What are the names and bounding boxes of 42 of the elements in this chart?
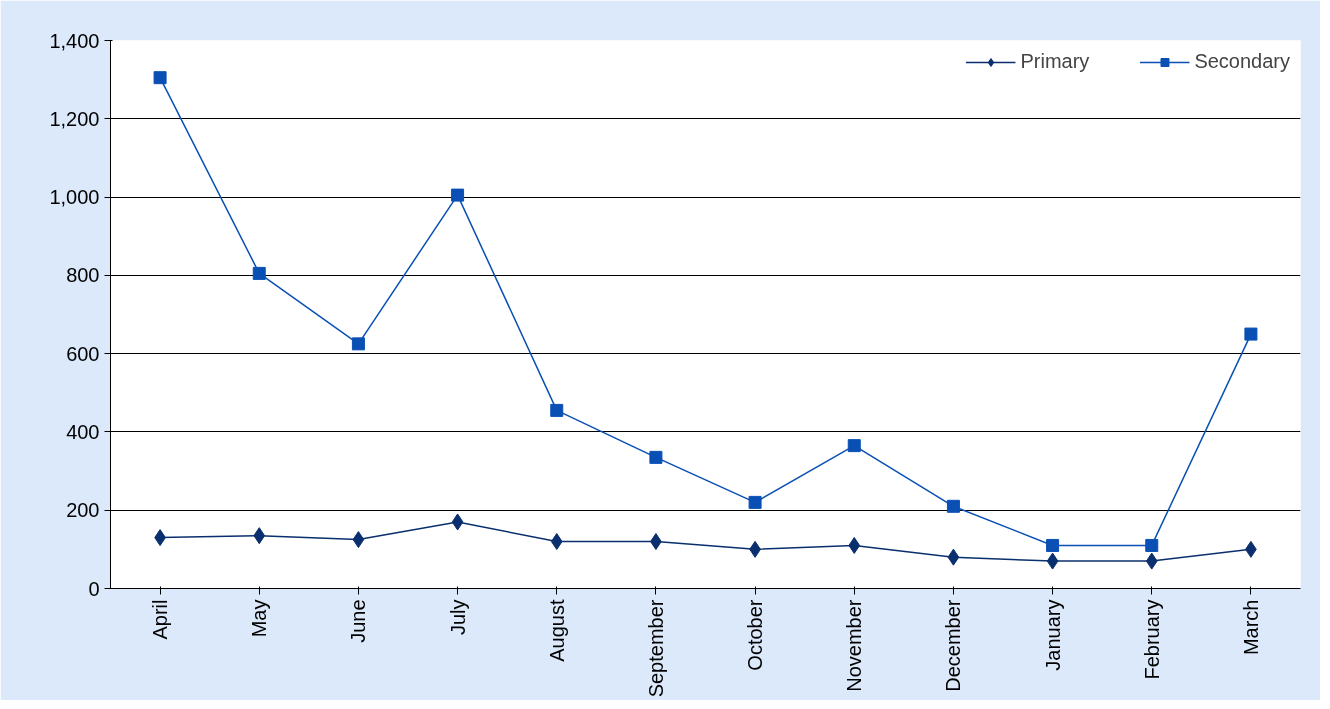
x-tick-label: April: [149, 599, 172, 640]
y-tick-label: 1,400: [49, 29, 100, 52]
y-tick-label: 0: [88, 577, 100, 600]
point: [947, 548, 960, 566]
point: [253, 527, 266, 545]
point: [451, 188, 465, 202]
point: [451, 513, 464, 531]
x-tick-label: January: [1041, 599, 1064, 671]
point: [550, 403, 564, 417]
point: [550, 533, 563, 551]
x-tick-label: November: [843, 599, 866, 692]
point: [153, 71, 167, 85]
point: [1145, 538, 1159, 552]
point: [748, 495, 762, 509]
y-tick-label: 1,200: [49, 107, 100, 130]
point: [1046, 552, 1059, 570]
y-tick-label: 600: [66, 342, 100, 365]
x-tick-label: July: [446, 599, 469, 636]
y-tick-label: 400: [66, 420, 100, 443]
y-tick-label: 800: [66, 264, 100, 287]
legend-label: Primary: [1020, 50, 1090, 73]
point: [1046, 538, 1060, 552]
point: [946, 499, 960, 513]
legend-label: Secondary: [1194, 50, 1290, 73]
point: [848, 536, 861, 554]
x-tick-label: August: [545, 599, 568, 662]
x-tick-label: June: [347, 599, 370, 643]
x-tick-label: October: [744, 599, 767, 671]
x-tick-label: February: [1140, 599, 1163, 680]
point: [1145, 552, 1158, 570]
point: [1244, 327, 1258, 341]
point: [351, 337, 365, 351]
point: [252, 266, 266, 280]
x-tick-label: December: [942, 599, 965, 692]
x-tick-label: September: [644, 599, 667, 698]
x-tick-label: May: [248, 599, 271, 638]
point: [649, 450, 663, 464]
point: [847, 439, 861, 453]
y-tick-label: 1,000: [49, 186, 100, 209]
point: [352, 531, 365, 549]
x-tick-label: March: [1239, 599, 1262, 656]
y-tick-label: 200: [66, 499, 100, 522]
